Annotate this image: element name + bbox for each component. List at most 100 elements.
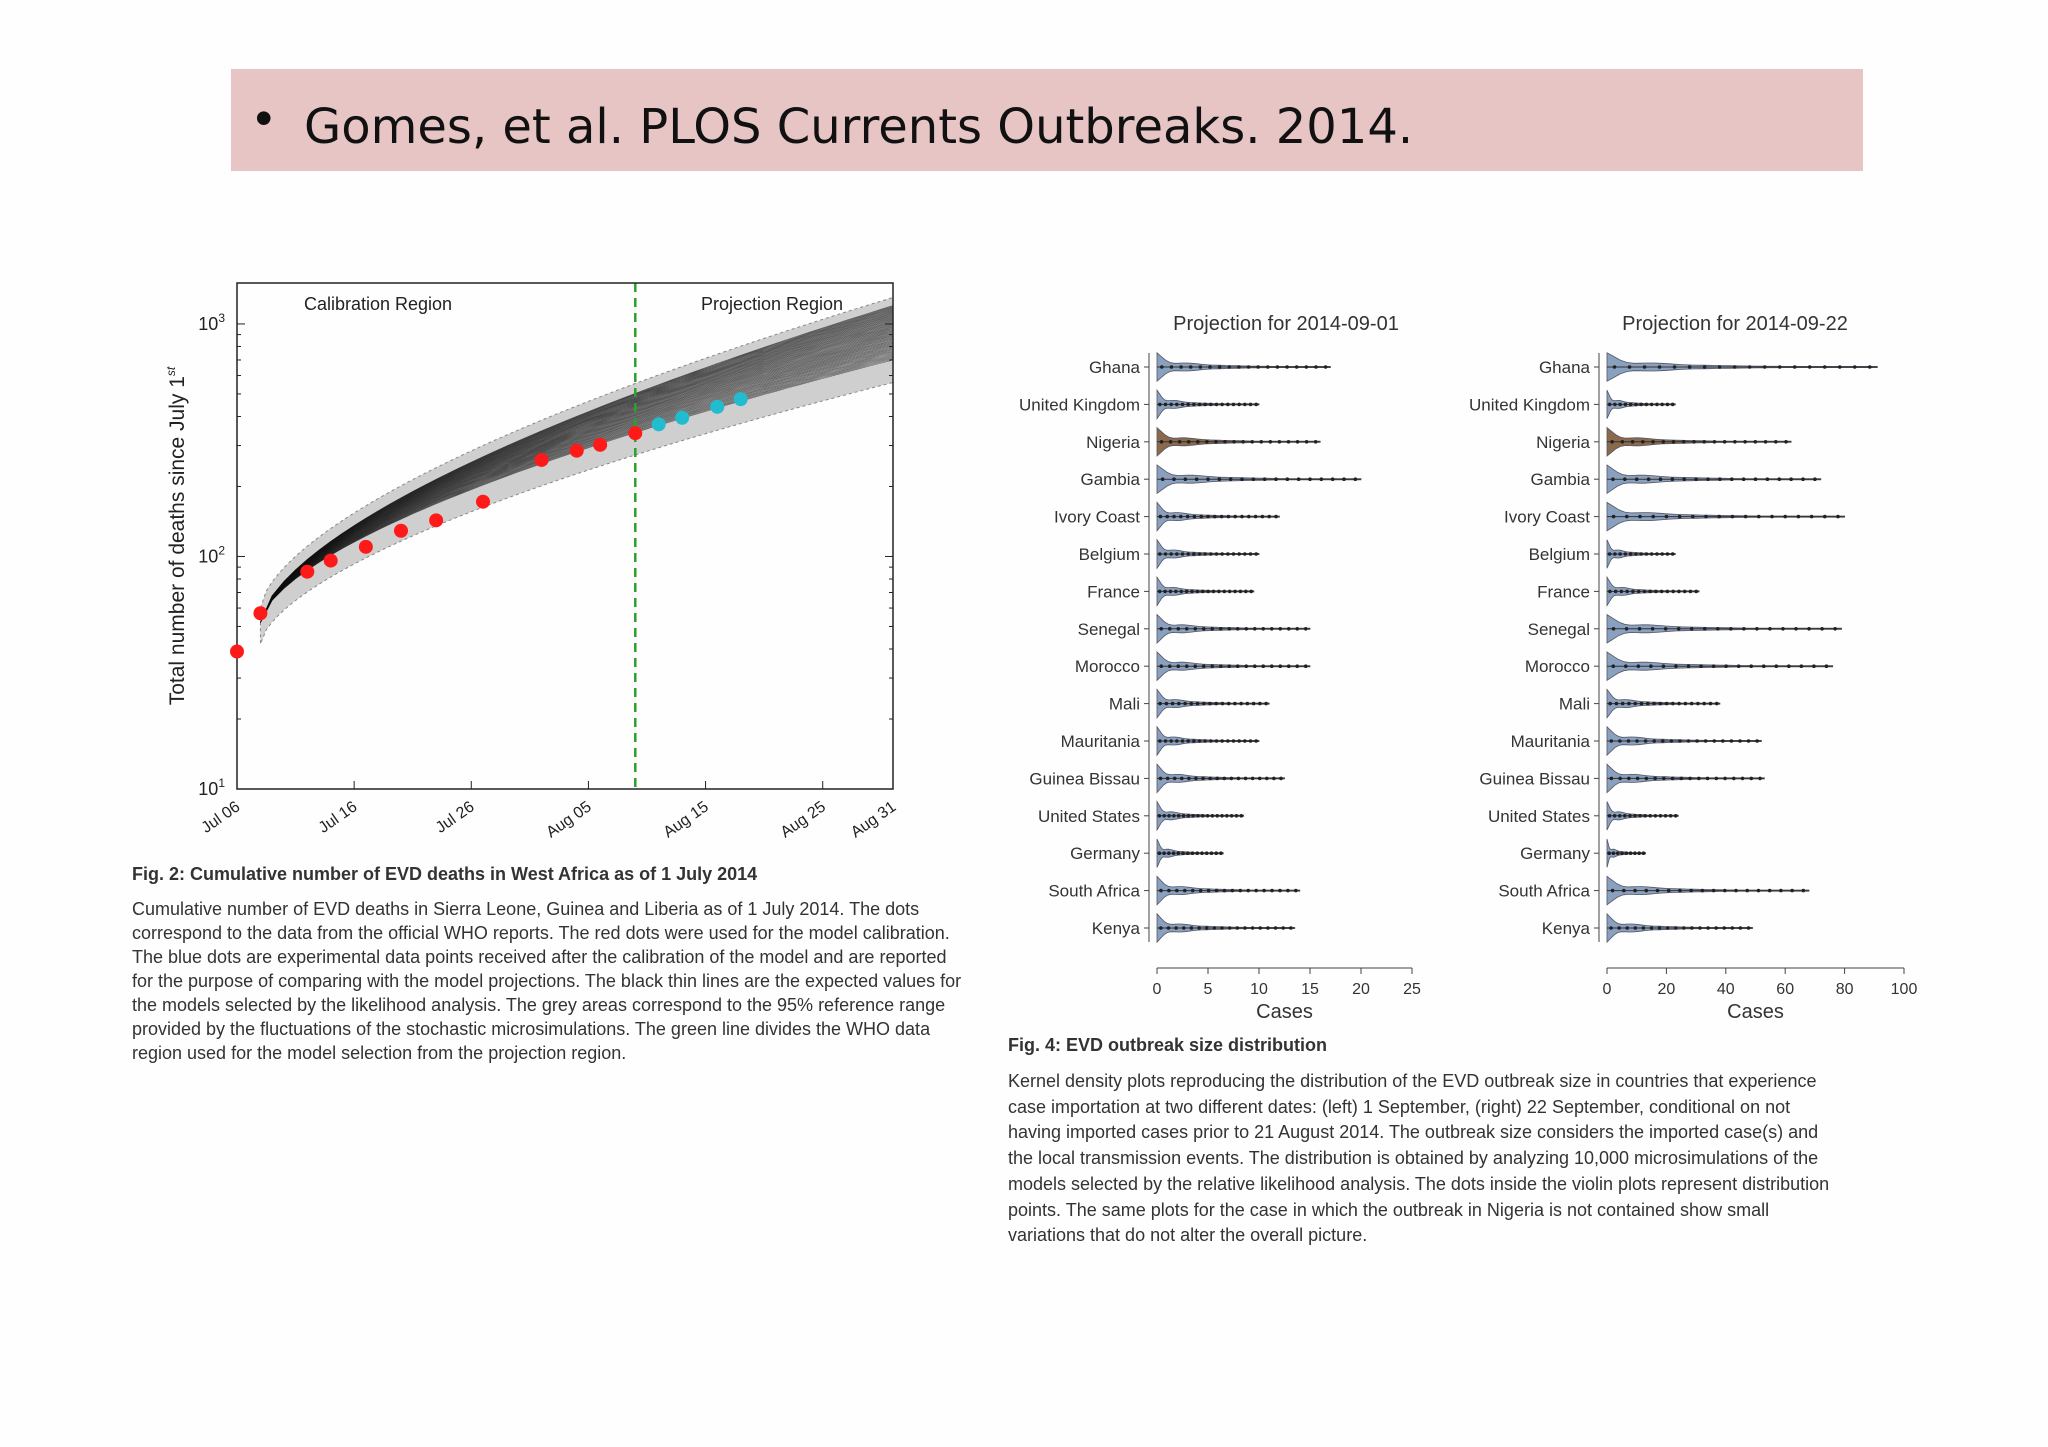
distribution-point [1608, 701, 1612, 706]
distribution-point [1188, 365, 1193, 369]
distribution-point [1176, 627, 1181, 631]
distribution-point [1265, 365, 1270, 369]
distribution-point [1162, 851, 1166, 855]
y-axis-label: Total number of deaths since July 1st [164, 366, 189, 705]
distribution-point [1214, 701, 1219, 706]
distribution-point [1286, 888, 1290, 893]
distribution-point [1673, 926, 1678, 930]
distribution-point [1705, 776, 1710, 781]
distribution-point [1169, 402, 1173, 407]
distribution-point [1196, 440, 1200, 444]
distribution-point [1226, 739, 1230, 743]
distribution-point [1634, 552, 1638, 556]
distribution-point [1749, 776, 1754, 781]
distribution-point [1176, 664, 1181, 668]
calibration-point [534, 452, 549, 467]
distribution-point [1623, 477, 1627, 481]
distribution-point [1200, 814, 1205, 818]
distribution-point [1198, 888, 1203, 893]
category-label: South Africa [1048, 882, 1140, 901]
distribution-point [1225, 814, 1229, 818]
distribution-point [1186, 814, 1191, 818]
distribution-point [1660, 402, 1664, 407]
distribution-point [1175, 888, 1179, 893]
distribution-point [1618, 776, 1622, 781]
category-label: Belgium [1529, 545, 1590, 564]
distribution-point [1611, 851, 1616, 855]
distribution-point [1824, 664, 1829, 668]
distribution-point [1649, 926, 1654, 930]
distribution-point [1246, 365, 1251, 369]
x-tick-label: 0 [1153, 981, 1162, 998]
distribution-point [1702, 701, 1706, 706]
distribution-point [1611, 664, 1616, 668]
distribution-point [1691, 514, 1695, 519]
distribution-point [1238, 888, 1243, 893]
distribution-point [1219, 514, 1224, 519]
distribution-point [1165, 776, 1170, 781]
distribution-point [1208, 701, 1212, 706]
category-label: Guinea Bissau [1029, 769, 1140, 788]
x-tick-label: 5 [1204, 981, 1213, 998]
distribution-point [1209, 739, 1213, 743]
distribution-point [1671, 440, 1676, 444]
distribution-point [1319, 477, 1324, 481]
distribution-point [1712, 440, 1717, 444]
distribution-point [1635, 776, 1640, 781]
distribution-point [1254, 552, 1258, 556]
distribution-point [1213, 514, 1217, 519]
distribution-point [1233, 514, 1237, 519]
x-tick-label: 10 [1250, 981, 1268, 998]
distribution-point [1643, 814, 1647, 818]
distribution-point [1792, 365, 1797, 369]
distribution-point [1261, 664, 1266, 668]
distribution-point [1639, 552, 1643, 556]
distribution-point [1274, 514, 1278, 519]
distribution-point [1624, 664, 1628, 668]
distribution-point [1189, 926, 1194, 930]
distribution-point [1622, 888, 1626, 893]
distribution-point [1264, 776, 1269, 781]
category-label: Gambia [1530, 470, 1590, 489]
distribution-point [1682, 926, 1686, 930]
distribution-point [1774, 664, 1779, 668]
distribution-point [1654, 589, 1658, 594]
x-axis-label: Cases [1727, 1001, 1784, 1023]
distribution-point [1702, 440, 1706, 444]
distribution-point [1681, 440, 1686, 444]
distribution-point [1183, 701, 1187, 706]
distribution-point [1711, 888, 1716, 893]
distribution-point [1625, 589, 1629, 594]
distribution-point [1613, 589, 1618, 594]
distribution-point [1663, 627, 1668, 631]
distribution-point [1164, 701, 1169, 706]
distribution-point [1729, 627, 1733, 631]
distribution-point [1688, 589, 1693, 594]
distribution-point [1642, 365, 1647, 369]
distribution-point [1272, 776, 1276, 781]
distribution-point [1820, 627, 1824, 631]
distribution-point [1625, 514, 1629, 519]
model-line [260, 305, 893, 623]
distribution-point [1723, 776, 1727, 781]
x-tick-label: 40 [1717, 981, 1735, 998]
distribution-point [1254, 888, 1258, 893]
distribution-point [1823, 514, 1827, 519]
distribution-point [1212, 926, 1217, 930]
category-label: United States [1488, 807, 1590, 826]
distribution-point [1708, 701, 1713, 706]
distribution-point [1617, 814, 1622, 818]
distribution-point [1641, 440, 1645, 444]
distribution-point [1636, 589, 1641, 594]
distribution-point [1158, 739, 1162, 743]
distribution-point [1671, 589, 1675, 594]
distribution-point [1231, 402, 1236, 407]
distribution-point [1247, 514, 1251, 519]
distribution-point [1223, 440, 1227, 444]
distribution-point [1285, 365, 1289, 369]
distribution-point [1245, 701, 1250, 706]
distribution-point [1214, 888, 1219, 893]
distribution-point [1734, 888, 1738, 893]
fig4-caption-line: case importation at two different dates:… [1008, 1096, 1791, 1117]
distribution-point [1679, 776, 1684, 781]
